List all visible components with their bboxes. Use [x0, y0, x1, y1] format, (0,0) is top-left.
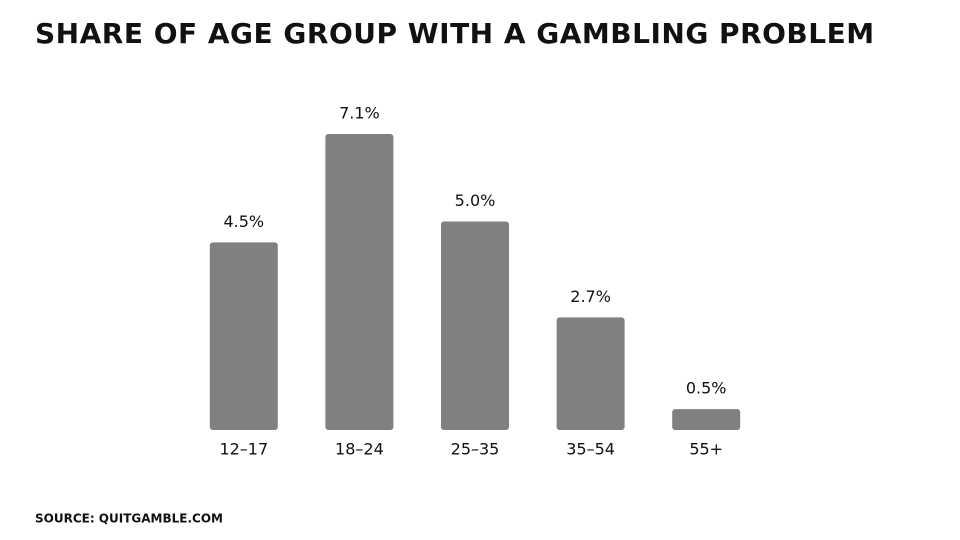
- source: SOURCE: QUITGAMBLE.COM: [35, 512, 223, 526]
- value-label: 4.5%: [223, 212, 264, 231]
- bar: [441, 221, 509, 430]
- value-label: 7.1%: [339, 104, 380, 123]
- value-label: 2.7%: [570, 287, 611, 306]
- x-tick-label: 55+: [689, 440, 723, 459]
- x-tick-label: 25–35: [451, 440, 500, 459]
- bar: [209, 242, 278, 430]
- value-label: 0.5%: [686, 379, 727, 398]
- value-label: 5.0%: [455, 191, 496, 210]
- bar: [325, 134, 394, 430]
- bar: [556, 317, 625, 430]
- x-tick-label: 35–54: [566, 440, 615, 459]
- bar: [672, 409, 741, 430]
- x-tick-label: 12–17: [219, 440, 268, 459]
- x-tick-label: 18–24: [335, 440, 384, 459]
- chart-title: SHARE OF AGE GROUP WITH A GAMBLING PROBL…: [35, 17, 875, 50]
